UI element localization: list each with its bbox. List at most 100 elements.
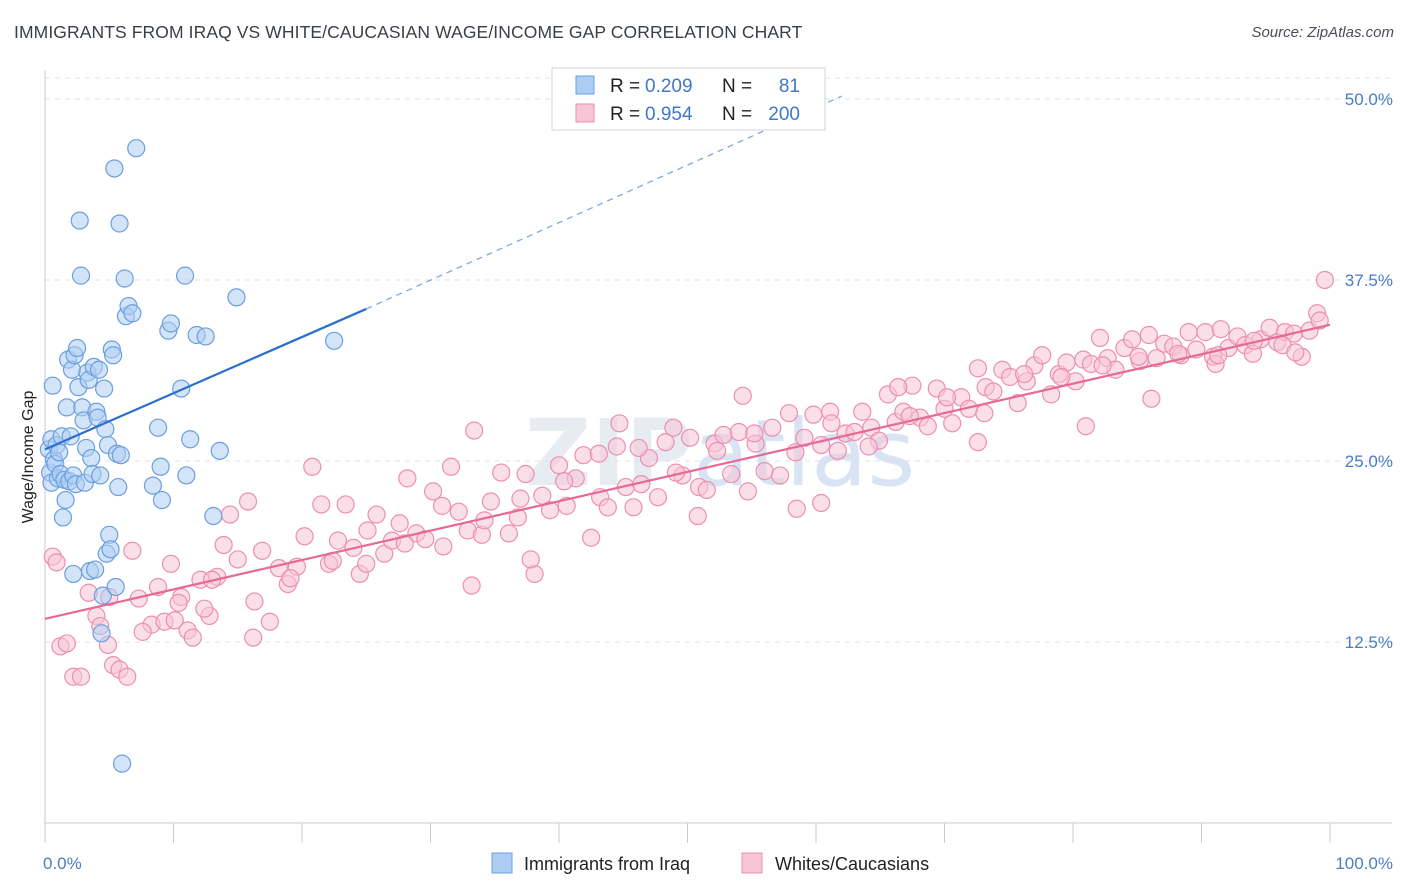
white-point-97 — [795, 428, 814, 447]
white-point-60 — [492, 463, 511, 482]
chart-title: IMMIGRANTS FROM IRAQ VS WHITE/CAUCASIAN … — [14, 22, 803, 42]
iraq-trend-extension — [365, 95, 842, 310]
white-point-90 — [738, 482, 757, 501]
white-point-41 — [336, 495, 355, 514]
white-point-13 — [123, 541, 142, 560]
iraq-point-23 — [68, 338, 87, 358]
white-point-66 — [540, 501, 560, 520]
white-point-196 — [937, 388, 957, 407]
white-point-115 — [943, 414, 962, 433]
bottom-legend-label-iraq: Immigrants from Iraq — [524, 854, 690, 874]
iraq-point-52 — [105, 159, 124, 178]
y-tick-labels: 12.5% 25.0% 37.5% 50.0% — [1345, 90, 1393, 652]
iraq-point-64 — [143, 476, 163, 495]
white-point-178 — [244, 628, 263, 647]
legend-r-value-1: 0.209 — [645, 76, 693, 97]
iraq-point-42 — [92, 624, 111, 643]
white-point-200 — [1093, 356, 1112, 375]
white-point-18 — [161, 554, 181, 573]
white-point-94 — [770, 466, 790, 485]
iraq-point-72 — [181, 430, 200, 449]
white-point-55 — [449, 502, 468, 521]
legend-n-value-1: 81 — [779, 76, 800, 97]
legend-swatch-pink — [575, 103, 595, 123]
white-point-88 — [722, 464, 741, 484]
white-point-191 — [745, 424, 764, 443]
white-point-1 — [47, 553, 66, 572]
white-point-167 — [812, 493, 831, 513]
chart-source: Source: ZipAtlas.com — [1251, 24, 1394, 41]
white-point-198 — [1015, 364, 1034, 384]
white-point-170 — [1076, 417, 1095, 436]
white-point-44 — [358, 521, 377, 540]
white-point-146 — [1196, 323, 1215, 342]
white-point-190 — [707, 441, 727, 460]
iraq-point-15 — [57, 398, 76, 417]
whites-trend-line — [44, 323, 1331, 620]
white-point-62 — [508, 508, 527, 527]
white-point-93 — [763, 418, 782, 437]
series-legend: Immigrants from Iraq Whites/Caucasians — [491, 852, 929, 874]
white-point-166 — [733, 386, 752, 405]
white-point-186 — [555, 472, 574, 491]
white-point-85 — [697, 480, 716, 500]
iraq-point-26 — [71, 266, 91, 285]
iraq-point-66 — [151, 457, 170, 476]
white-point-37 — [303, 457, 322, 476]
white-point-123 — [1008, 393, 1027, 413]
bottom-legend-swatch-pink — [741, 852, 763, 874]
x-tick-label-0: 0.0% — [43, 854, 82, 873]
iraq-point-80 — [64, 564, 83, 584]
iraq-point-51 — [104, 346, 123, 365]
white-point-79 — [648, 488, 668, 507]
iraq-point-58 — [115, 269, 134, 288]
white-point-83 — [680, 428, 700, 447]
legend-swatch-blue — [575, 75, 595, 95]
legend-n-value-2: 200 — [768, 104, 800, 125]
iraq-point-41 — [91, 466, 110, 485]
white-point-164 — [610, 414, 629, 433]
iraq-point-70 — [175, 266, 195, 285]
white-point-68 — [557, 496, 576, 515]
iraq-point-56 — [110, 214, 129, 233]
white-point-28 — [228, 550, 247, 569]
white-point-76 — [624, 498, 643, 517]
trend-lines — [44, 95, 1331, 620]
iraq-point-65 — [148, 418, 168, 437]
y-tick-label-3: 50.0% — [1345, 90, 1393, 109]
iraq-point-40 — [89, 360, 109, 379]
white-point-29 — [238, 492, 258, 511]
white-point-49 — [398, 469, 417, 488]
legend-r-value-2: 0.954 — [645, 104, 693, 125]
white-point-53 — [432, 496, 452, 515]
white-point-175 — [133, 622, 152, 641]
white-point-45 — [367, 505, 386, 524]
iraq-point-61 — [123, 304, 142, 323]
white-point-176 — [169, 593, 188, 612]
iraq-point-37 — [86, 560, 105, 579]
legend-r-label-1: R = — [610, 76, 640, 97]
white-point-36 — [295, 527, 314, 546]
white-point-201 — [1129, 347, 1148, 366]
y-tick-label-0: 12.5% — [1345, 633, 1393, 652]
iraq-point-4 — [43, 376, 62, 395]
y-tick-label-1: 25.0% — [1345, 452, 1393, 471]
iraq-point-75 — [204, 506, 223, 526]
y-tick-label-2: 37.5% — [1345, 271, 1393, 290]
iraq-point-57 — [111, 446, 130, 465]
white-point-101 — [828, 441, 847, 460]
white-point-31 — [253, 541, 272, 560]
white-point-96 — [787, 499, 806, 518]
white-point-197 — [975, 404, 994, 423]
x-tick-label-1: 100.0% — [1335, 854, 1393, 873]
bottom-legend-label-whites: Whites/Caucasians — [775, 854, 929, 874]
white-point-80 — [656, 433, 675, 452]
white-point-22 — [183, 628, 202, 647]
white-point-67 — [549, 456, 569, 475]
white-point-54 — [441, 457, 461, 476]
white-point-161 — [1315, 270, 1334, 290]
iraq-point-68 — [161, 314, 181, 333]
white-point-48 — [390, 514, 409, 533]
white-point-148 — [1211, 320, 1230, 339]
